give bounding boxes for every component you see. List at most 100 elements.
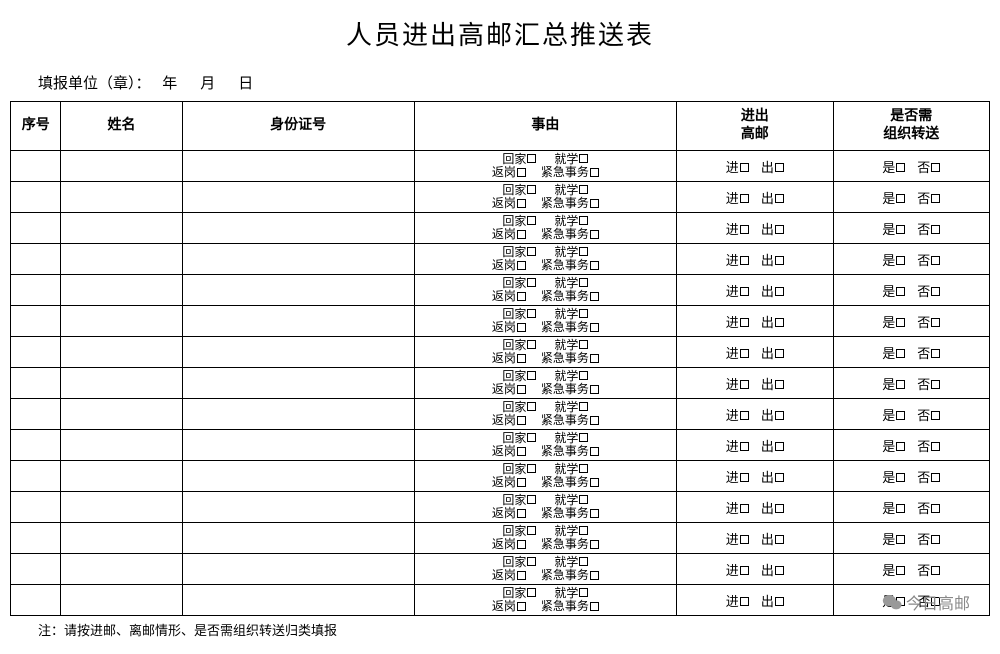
cell-name[interactable] (61, 492, 182, 523)
cell-reason[interactable]: 回家 就学返岗 紧急事务 (414, 399, 676, 430)
cell-inout[interactable]: 进出 (677, 492, 833, 523)
cell-seq[interactable] (11, 554, 61, 585)
cell-id[interactable] (182, 492, 414, 523)
cell-inout[interactable]: 进出 (677, 430, 833, 461)
cell-reason[interactable]: 回家 就学返岗 紧急事务 (414, 244, 676, 275)
cell-name[interactable] (61, 399, 182, 430)
cell-transfer[interactable]: 是否 (833, 554, 989, 585)
cell-id[interactable] (182, 244, 414, 275)
cell-inout[interactable]: 进出 (677, 182, 833, 213)
cell-id[interactable] (182, 430, 414, 461)
cell-inout[interactable]: 进出 (677, 337, 833, 368)
cell-id[interactable] (182, 399, 414, 430)
cell-inout[interactable]: 进出 (677, 523, 833, 554)
cell-inout[interactable]: 进出 (677, 213, 833, 244)
cell-id[interactable] (182, 554, 414, 585)
table-row: 回家 就学返岗 紧急事务进出是否 (11, 213, 990, 244)
cell-name[interactable] (61, 151, 182, 182)
cell-name[interactable] (61, 182, 182, 213)
cell-name[interactable] (61, 275, 182, 306)
cell-reason[interactable]: 回家 就学返岗 紧急事务 (414, 554, 676, 585)
cell-id[interactable] (182, 585, 414, 616)
cell-seq[interactable] (11, 492, 61, 523)
cell-inout[interactable]: 进出 (677, 585, 833, 616)
table-row: 回家 就学返岗 紧急事务进出是否 (11, 399, 990, 430)
table-row: 回家 就学返岗 紧急事务进出是否 (11, 554, 990, 585)
cell-id[interactable] (182, 151, 414, 182)
cell-transfer[interactable]: 是否 (833, 337, 989, 368)
table-row: 回家 就学返岗 紧急事务进出是否 (11, 275, 990, 306)
cell-seq[interactable] (11, 368, 61, 399)
cell-inout[interactable]: 进出 (677, 399, 833, 430)
cell-name[interactable] (61, 430, 182, 461)
table-row: 回家 就学返岗 紧急事务进出是否 (11, 585, 990, 616)
cell-seq[interactable] (11, 585, 61, 616)
cell-id[interactable] (182, 275, 414, 306)
cell-id[interactable] (182, 182, 414, 213)
unit-label: 填报单位（章）： (38, 76, 151, 92)
cell-name[interactable] (61, 337, 182, 368)
cell-seq[interactable] (11, 182, 61, 213)
cell-inout[interactable]: 进出 (677, 151, 833, 182)
cell-reason[interactable]: 回家 就学返岗 紧急事务 (414, 461, 676, 492)
table-row: 回家 就学返岗 紧急事务进出是否 (11, 523, 990, 554)
cell-name[interactable] (61, 523, 182, 554)
cell-name[interactable] (61, 461, 182, 492)
cell-transfer[interactable]: 是否 (833, 213, 989, 244)
month-label: 月 (200, 76, 215, 92)
cell-id[interactable] (182, 337, 414, 368)
cell-inout[interactable]: 进出 (677, 368, 833, 399)
cell-seq[interactable] (11, 337, 61, 368)
cell-id[interactable] (182, 306, 414, 337)
cell-transfer[interactable]: 是否 (833, 151, 989, 182)
cell-seq[interactable] (11, 244, 61, 275)
cell-inout[interactable]: 进出 (677, 461, 833, 492)
cell-name[interactable] (61, 306, 182, 337)
cell-seq[interactable] (11, 399, 61, 430)
cell-inout[interactable]: 进出 (677, 244, 833, 275)
cell-reason[interactable]: 回家 就学返岗 紧急事务 (414, 182, 676, 213)
cell-reason[interactable]: 回家 就学返岗 紧急事务 (414, 337, 676, 368)
cell-transfer[interactable]: 是否 (833, 244, 989, 275)
cell-transfer[interactable]: 是否 (833, 306, 989, 337)
cell-transfer[interactable]: 是否 (833, 523, 989, 554)
cell-transfer[interactable]: 是否 (833, 275, 989, 306)
cell-transfer[interactable]: 是否 (833, 368, 989, 399)
cell-seq[interactable] (11, 306, 61, 337)
cell-reason[interactable]: 回家 就学返岗 紧急事务 (414, 430, 676, 461)
cell-name[interactable] (61, 554, 182, 585)
cell-id[interactable] (182, 523, 414, 554)
cell-seq[interactable] (11, 151, 61, 182)
cell-reason[interactable]: 回家 就学返岗 紧急事务 (414, 151, 676, 182)
col-header-inout: 进出高邮 (677, 102, 833, 151)
cell-name[interactable] (61, 244, 182, 275)
cell-id[interactable] (182, 368, 414, 399)
cell-inout[interactable]: 进出 (677, 554, 833, 585)
cell-name[interactable] (61, 213, 182, 244)
cell-transfer[interactable]: 是否 (833, 492, 989, 523)
cell-reason[interactable]: 回家 就学返岗 紧急事务 (414, 213, 676, 244)
cell-name[interactable] (61, 585, 182, 616)
cell-reason[interactable]: 回家 就学返岗 紧急事务 (414, 275, 676, 306)
cell-transfer[interactable]: 是否 (833, 182, 989, 213)
cell-inout[interactable]: 进出 (677, 275, 833, 306)
cell-transfer[interactable]: 是否 (833, 430, 989, 461)
cell-reason[interactable]: 回家 就学返岗 紧急事务 (414, 368, 676, 399)
cell-seq[interactable] (11, 213, 61, 244)
cell-seq[interactable] (11, 275, 61, 306)
cell-reason[interactable]: 回家 就学返岗 紧急事务 (414, 585, 676, 616)
main-table: 序号 姓名 身份证号 事由 进出高邮 是否需组织转送 回家 就学返岗 紧急事务进… (10, 101, 990, 616)
cell-inout[interactable]: 进出 (677, 306, 833, 337)
col-header-reason: 事由 (414, 102, 676, 151)
cell-id[interactable] (182, 213, 414, 244)
cell-transfer[interactable]: 是否 (833, 399, 989, 430)
cell-reason[interactable]: 回家 就学返岗 紧急事务 (414, 492, 676, 523)
cell-seq[interactable] (11, 461, 61, 492)
cell-id[interactable] (182, 461, 414, 492)
cell-reason[interactable]: 回家 就学返岗 紧急事务 (414, 523, 676, 554)
cell-seq[interactable] (11, 430, 61, 461)
cell-name[interactable] (61, 368, 182, 399)
cell-transfer[interactable]: 是否 (833, 461, 989, 492)
cell-seq[interactable] (11, 523, 61, 554)
cell-reason[interactable]: 回家 就学返岗 紧急事务 (414, 306, 676, 337)
